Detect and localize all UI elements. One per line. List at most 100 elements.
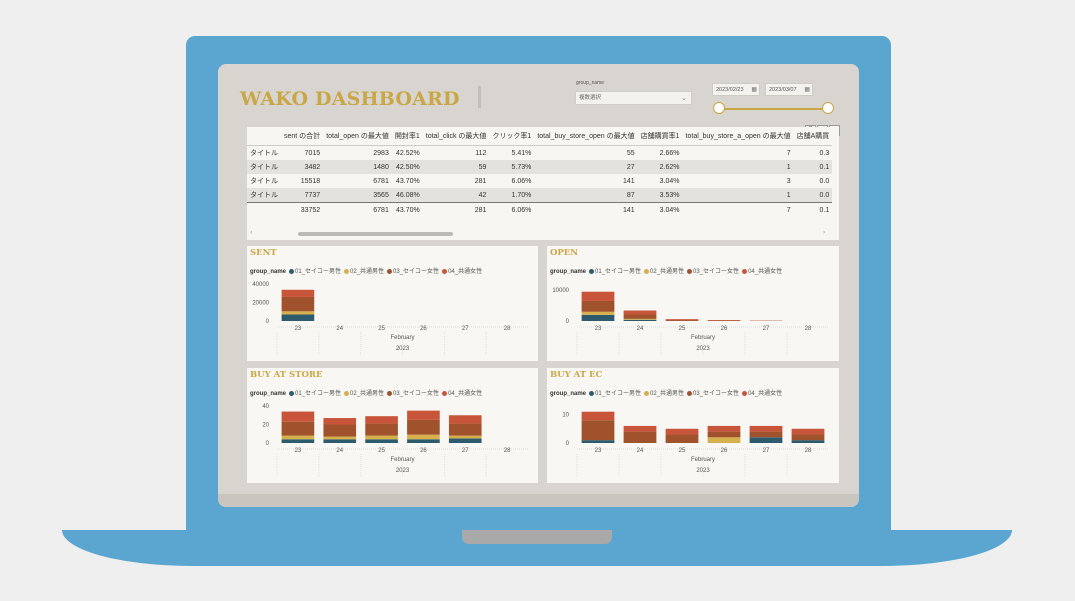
bar-segment[interactable] — [323, 439, 357, 443]
scroll-right-icon[interactable]: › — [823, 229, 826, 236]
bar-segment[interactable] — [665, 428, 699, 435]
legend-item[interactable]: 02_共通男性 — [350, 269, 385, 275]
bar-segment[interactable] — [623, 425, 657, 432]
bar-segment[interactable] — [581, 440, 615, 443]
calendar-icon[interactable]: ▦ — [804, 87, 810, 93]
bar-segment[interactable] — [281, 435, 315, 440]
table-row[interactable]: タイトル 7015 2983 42.52% 112 5.41% 55 2.66% 7 0.3 — [247, 146, 832, 161]
bar-segment[interactable] — [281, 314, 315, 321]
column-header[interactable]: total_click の最大値 — [422, 127, 490, 146]
bar-segment[interactable] — [623, 318, 657, 320]
bar-segment[interactable] — [448, 415, 482, 424]
group-name-dropdown[interactable]: 複数選択 ⌄ — [575, 91, 692, 105]
scrollbar-thumb[interactable] — [298, 232, 453, 236]
bar-segment[interactable] — [623, 319, 657, 321]
column-header[interactable]: total_buy_store_open の最大値 — [534, 127, 638, 146]
legend-item[interactable]: 04_共通女性 — [448, 391, 483, 397]
scroll-left-icon[interactable]: ‹ — [250, 229, 253, 236]
bar-segment[interactable] — [623, 431, 657, 443]
bar-segment[interactable] — [365, 435, 398, 440]
bar-segment[interactable] — [365, 439, 398, 443]
table-row[interactable]: タイトル 15518 6781 43.70% 281 6.06% 141 3.04% 3 0.0 — [247, 174, 832, 188]
bar-segment[interactable] — [407, 410, 440, 420]
bar-segment[interactable] — [323, 436, 357, 440]
column-header[interactable]: sent の合計 — [281, 127, 324, 146]
bar-segment[interactable] — [623, 314, 657, 319]
bar-segment[interactable] — [448, 435, 482, 439]
bar-segment[interactable] — [281, 289, 315, 297]
bar-segment[interactable] — [323, 424, 357, 437]
slider-start-handle[interactable] — [713, 102, 725, 114]
y-tick-label: 10000 — [552, 288, 569, 294]
bar-segment[interactable] — [407, 439, 440, 443]
legend-dot-icon — [442, 390, 448, 396]
calendar-icon[interactable]: ▦ — [751, 87, 757, 93]
table-cell: 1 — [682, 188, 794, 203]
bar-segment[interactable] — [281, 311, 315, 315]
bar-segment[interactable] — [281, 296, 315, 312]
legend-item[interactable]: 02_共通男性 — [650, 269, 685, 275]
bar-segment[interactable] — [749, 425, 783, 432]
end-date-input[interactable]: 2023/03/07 ▦ — [765, 83, 813, 96]
bar-segment[interactable] — [407, 419, 440, 435]
bar-segment[interactable] — [665, 434, 699, 443]
bar-segment[interactable] — [707, 437, 741, 443]
bar-segment[interactable] — [448, 438, 482, 443]
column-header[interactable]: 開封率1 — [391, 127, 423, 146]
bar-segment[interactable] — [665, 319, 699, 321]
bar-segment[interactable] — [791, 428, 825, 435]
column-header[interactable]: 店舗A購買 — [793, 127, 833, 146]
slider-end-handle[interactable] — [822, 102, 834, 114]
table-cell: 3.04% — [659, 177, 680, 185]
bar-segment[interactable] — [581, 314, 615, 321]
column-header[interactable]: total_buy_store_a_open の最大値 — [682, 127, 794, 146]
date-range-slider[interactable] — [719, 108, 829, 110]
legend-item[interactable]: 03_セイコー女性 — [393, 391, 440, 397]
bar-segment[interactable] — [281, 411, 315, 422]
column-header[interactable]: クリック率1 — [489, 127, 535, 146]
legend-item[interactable]: 01_セイコー男性 — [295, 391, 342, 397]
table-row[interactable]: タイトル 7737 3565 46.08% 42 1.70% 87 3.53% 1 0.0 — [247, 188, 833, 203]
column-header[interactable]: 店舗購買率1 — [637, 127, 683, 146]
bar-segment[interactable] — [365, 423, 398, 436]
bar-segment[interactable] — [623, 310, 657, 315]
bar-segment[interactable] — [581, 300, 615, 312]
column-header[interactable] — [247, 127, 281, 146]
bar-segment[interactable] — [581, 311, 615, 315]
start-date-input[interactable]: 2023/02/23 ▦ — [712, 83, 760, 96]
bar-segment[interactable] — [581, 411, 615, 421]
bar-segment[interactable] — [707, 431, 741, 438]
legend-item[interactable]: 03_セイコー女性 — [393, 269, 440, 275]
bar-segment[interactable] — [791, 440, 825, 443]
legend-item[interactable]: 01_セイコー男性 — [295, 269, 342, 275]
bar-segment[interactable] — [407, 434, 440, 440]
bar-segment[interactable] — [707, 425, 741, 432]
bar-segment[interactable] — [448, 423, 482, 436]
legend-item[interactable]: 03_セイコー女性 — [693, 269, 740, 275]
bar-segment[interactable] — [323, 418, 357, 425]
x-tick-label: 27 — [462, 448, 469, 454]
bar-segment[interactable] — [749, 437, 783, 443]
bar-segment[interactable] — [791, 434, 825, 441]
bar-segment[interactable] — [365, 416, 398, 424]
legend-item[interactable]: 02_共通男性 — [350, 391, 385, 397]
legend-item[interactable]: 04_共通女性 — [748, 391, 783, 397]
legend-item[interactable]: 02_共通男性 — [650, 391, 685, 397]
table-scrollbar[interactable] — [258, 232, 822, 236]
column-header[interactable]: total_open の最大値 — [323, 127, 392, 146]
bar-segment[interactable] — [665, 320, 699, 321]
bar-chart: 0 10 23 24 25 26 27 28 February 2023 — [562, 411, 829, 477]
bar-segment[interactable] — [581, 291, 615, 301]
table-row[interactable]: タイトル 3482 1480 42.50% 59 5.73% 27 2.62% 1 0.1 — [247, 160, 833, 174]
metrics-table: sent の合計 total_open の最大値 開封率1 total_click の… — [247, 127, 839, 240]
legend-item[interactable]: 01_セイコー男性 — [595, 391, 642, 397]
bar-segment[interactable] — [749, 431, 783, 438]
legend-item[interactable]: 04_共通女性 — [748, 269, 783, 275]
legend-item[interactable]: 01_セイコー男性 — [595, 269, 642, 275]
bar-segment[interactable] — [581, 420, 615, 441]
legend-item[interactable]: 04_共通女性 — [448, 269, 483, 275]
bar-segment[interactable] — [281, 421, 315, 436]
x-tick-label: 23 — [595, 448, 602, 454]
bar-segment[interactable] — [281, 439, 315, 443]
legend-item[interactable]: 03_セイコー女性 — [693, 391, 740, 397]
